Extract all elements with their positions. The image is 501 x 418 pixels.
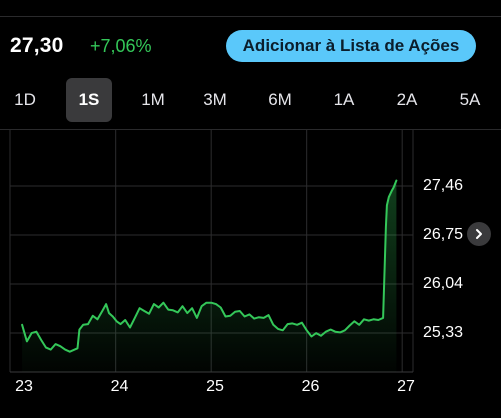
x-tick-label: 23	[15, 378, 33, 395]
price-line	[21, 179, 398, 353]
price-change-percent: +7,06%	[90, 36, 152, 56]
x-tick-label: 27	[397, 378, 415, 395]
x-tick-label: 25	[206, 378, 224, 395]
range-tab-2a[interactable]: 2A	[396, 90, 418, 109]
chevron-right-icon	[476, 229, 482, 239]
add-to-watchlist-button[interactable]: Adicionar à Lista de Ações	[226, 30, 476, 62]
range-tab-6m[interactable]: 6M	[268, 90, 292, 109]
chart-top-divider	[0, 129, 501, 130]
next-page-button[interactable]	[467, 222, 491, 246]
y-tick-label: 26,75	[423, 226, 463, 243]
y-tick-label: 25,33	[423, 324, 463, 341]
x-tick-label: 24	[111, 378, 129, 395]
range-tab-1m[interactable]: 1M	[141, 90, 165, 109]
price-area-fill	[22, 180, 397, 372]
range-tab-1a[interactable]: 1A	[333, 90, 355, 109]
y-tick-label: 27,46	[423, 177, 463, 194]
header-divider	[0, 16, 501, 17]
time-range-selector: 1D 1S 1M 3M 6M 1A 2A 5A	[0, 78, 501, 122]
y-tick-label: 26,04	[423, 275, 463, 292]
range-tab-1s[interactable]: 1S	[66, 78, 112, 122]
current-price: 27,30	[10, 34, 64, 57]
range-tab-1d[interactable]: 1D	[14, 90, 36, 109]
range-tab-5a[interactable]: 5A	[459, 90, 481, 109]
x-tick-label: 26	[302, 378, 320, 395]
range-tab-3m[interactable]: 3M	[203, 90, 227, 109]
